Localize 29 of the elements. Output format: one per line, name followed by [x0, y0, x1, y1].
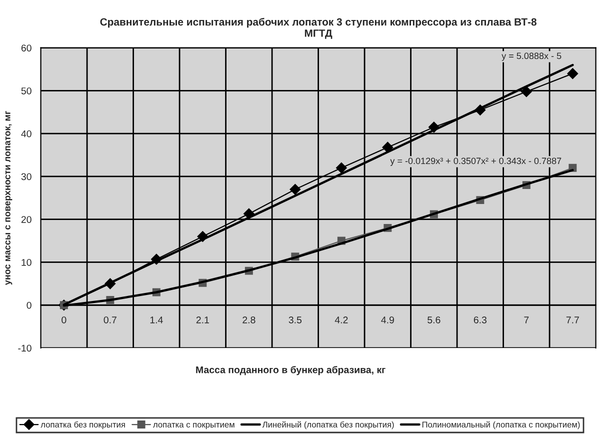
y-tick-label: 30 [21, 173, 32, 180]
x-tick-label: 4.2 [334, 316, 348, 324]
legend-label: Полиномиальный (лопатка с покрытием) [422, 421, 580, 430]
x-tick-label: 0 [62, 316, 66, 324]
y-axis-title: унос массы с поверхности лопаток, мг [5, 111, 12, 286]
y-tick-label: 10 [22, 258, 32, 266]
x-tick-label: 2.1 [196, 316, 209, 324]
y-tick-label: 60 [21, 44, 32, 52]
legend-label: лопатка с покрытием [153, 422, 234, 430]
annotation: y = 5.0888x - 5 [502, 52, 562, 61]
chart-title: Сравнительные испытания рабочих лопаток 3 ступени компрессора из сплава ВТ-8 МГТД [100, 18, 536, 39]
x-tick-label: 0.7 [104, 316, 116, 324]
x-tick-label: 7 [524, 316, 529, 324]
legend-label: Линейный (лопатка без покрытия) [262, 421, 394, 430]
x-tick-label: 7.7 [566, 316, 579, 324]
y-tick-label: 40 [21, 130, 32, 138]
y-tick-label: -10 [18, 344, 32, 352]
x-axis-title: Масса поданного в бункер абразива, кг [196, 366, 386, 376]
x-tick-label: 1.4 [150, 316, 163, 324]
y-tick-label: 50 [21, 87, 32, 94]
x-tick-label: 3.5 [288, 316, 302, 324]
x-tick-label: 4.9 [381, 316, 394, 324]
legend-label: лопатка без покрытия [40, 421, 125, 430]
y-tick-label: 0 [26, 302, 32, 309]
annotation: y = -0.0129x³ + 0.3507x² + 0.343x - 0.7887 [390, 158, 562, 166]
x-tick-label: 2.8 [242, 316, 256, 324]
y-tick-label: 20 [21, 216, 32, 223]
x-tick-label: 6.3 [474, 316, 487, 324]
x-tick-label: 5.6 [428, 316, 440, 324]
